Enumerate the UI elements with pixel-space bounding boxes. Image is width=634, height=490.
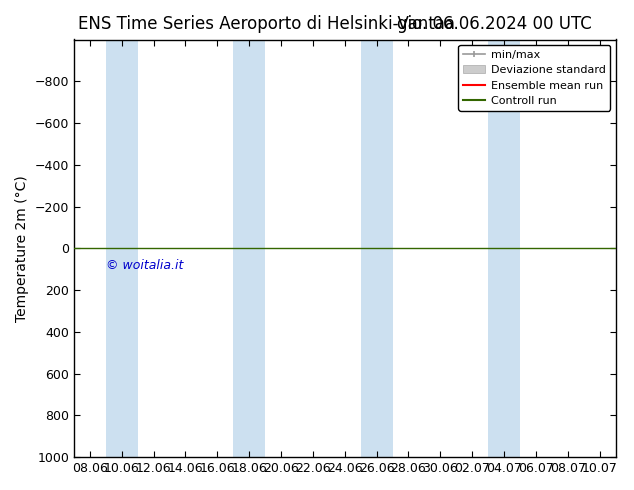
Bar bbox=[488, 40, 520, 457]
Bar bbox=[361, 40, 392, 457]
Text: © woitalia.it: © woitalia.it bbox=[106, 259, 183, 272]
Bar bbox=[106, 40, 138, 457]
Bar bbox=[233, 40, 265, 457]
Legend: min/max, Deviazione standard, Ensemble mean run, Controll run: min/max, Deviazione standard, Ensemble m… bbox=[458, 45, 610, 111]
Text: ENS Time Series Aeroporto di Helsinki-Vantaa: ENS Time Series Aeroporto di Helsinki-Va… bbox=[78, 15, 455, 33]
Text: gio. 06.06.2024 00 UTC: gio. 06.06.2024 00 UTC bbox=[397, 15, 592, 33]
Y-axis label: Temperature 2m (°C): Temperature 2m (°C) bbox=[15, 175, 29, 322]
